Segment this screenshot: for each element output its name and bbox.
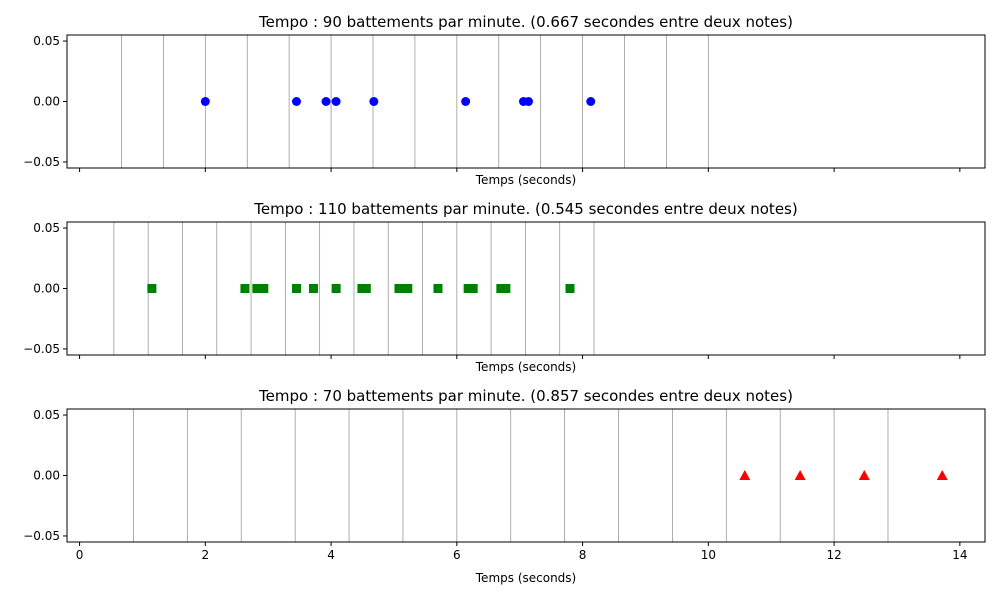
- subplot-2-markers: [147, 284, 575, 293]
- data-point: [794, 470, 806, 480]
- data-point: [200, 97, 210, 106]
- data-point: [321, 97, 331, 106]
- subplot-3-x-ticks: 0 2 4 6 8 10 12 14: [76, 542, 967, 562]
- y-tick-label: 0.00: [33, 95, 60, 109]
- data-point: [369, 97, 379, 106]
- data-point: [463, 284, 473, 293]
- data-point: [858, 470, 870, 480]
- y-tick-label: 0.00: [33, 469, 60, 483]
- data-point: [403, 284, 413, 293]
- subplot-1-x-ticks: [79, 168, 961, 172]
- data-point: [331, 284, 341, 293]
- x-tick-label: 2: [202, 548, 210, 562]
- y-tick-label: −0.05: [23, 529, 60, 543]
- data-point: [361, 284, 371, 293]
- subplot-1: Tempo : 90 battements par minute. (0.667…: [23, 13, 986, 187]
- x-tick-label: 6: [453, 548, 461, 562]
- subplot-3-title: Tempo : 70 battements par minute. (0.857…: [258, 387, 793, 405]
- data-point: [586, 97, 596, 106]
- subplot-1-beat-lines: [121, 35, 709, 168]
- y-tick-label: 0.00: [33, 282, 60, 296]
- data-point: [394, 284, 404, 293]
- subplot-2-beat-lines: [113, 222, 595, 355]
- x-tick-label: 8: [579, 548, 587, 562]
- data-point: [147, 284, 157, 293]
- data-point: [240, 284, 250, 293]
- data-point: [524, 97, 534, 106]
- subplot-1-x-label: Temps (seconds): [475, 173, 576, 187]
- data-point: [259, 284, 269, 293]
- y-tick-label: 0.05: [33, 34, 60, 48]
- data-point: [461, 97, 471, 106]
- data-point: [292, 284, 301, 293]
- x-tick-label: 12: [826, 548, 841, 562]
- data-point: [496, 284, 506, 293]
- data-point: [308, 284, 318, 293]
- subplot-3-y-ticks: 0.05 0.00 −0.05: [23, 408, 67, 543]
- subplot-3: Tempo : 70 battements par minute. (0.857…: [23, 387, 986, 585]
- subplot-1-markers: [200, 97, 596, 106]
- x-tick-label: 14: [952, 548, 967, 562]
- data-point: [331, 97, 341, 106]
- data-point: [739, 470, 751, 480]
- subplot-2: Tempo : 110 battements par minute. (0.54…: [23, 200, 986, 374]
- x-tick-label: 10: [701, 548, 716, 562]
- data-point: [252, 284, 262, 293]
- x-tick-label: 4: [327, 548, 335, 562]
- subplot-2-y-ticks: 0.05 0.00 −0.05: [23, 221, 67, 356]
- subplot-2-title: Tempo : 110 battements par minute. (0.54…: [253, 200, 797, 218]
- subplot-2-x-label: Temps (seconds): [475, 360, 576, 374]
- y-tick-label: 0.05: [33, 221, 60, 235]
- subplot-1-y-ticks: 0.05 0.00 −0.05: [23, 34, 67, 169]
- data-point: [292, 97, 301, 106]
- data-point: [468, 284, 478, 293]
- data-point: [565, 284, 575, 293]
- x-tick-label: 0: [76, 548, 84, 562]
- data-point: [936, 470, 948, 480]
- subplot-2-x-ticks: [79, 355, 961, 359]
- subplot-3-x-label: Temps (seconds): [475, 571, 576, 585]
- subplot-3-markers: [739, 470, 948, 480]
- subplot-3-beat-lines: [133, 409, 889, 542]
- y-tick-label: −0.05: [23, 155, 60, 169]
- subplot-1-title: Tempo : 90 battements par minute. (0.667…: [258, 13, 793, 31]
- data-point: [433, 284, 443, 293]
- y-tick-label: 0.05: [33, 408, 60, 422]
- y-tick-label: −0.05: [23, 342, 60, 356]
- data-point: [501, 284, 511, 293]
